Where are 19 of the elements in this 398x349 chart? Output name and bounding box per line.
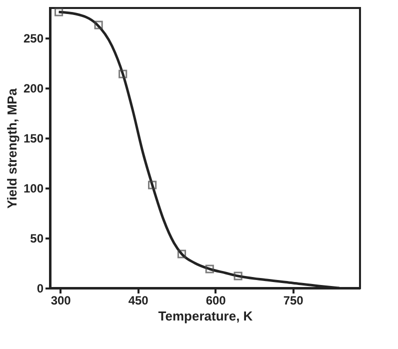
x-tick-label: 450 xyxy=(128,294,149,308)
x-tick-label: 600 xyxy=(206,294,226,308)
y-axis-title: Yield strength, MPa xyxy=(4,88,20,209)
x-tick-label: 300 xyxy=(50,294,72,308)
point xyxy=(177,250,186,258)
y-tick-label: 50 xyxy=(30,232,44,246)
y-tick-label: 250 xyxy=(23,32,44,46)
y-tick-label: 200 xyxy=(23,82,44,96)
point xyxy=(94,20,103,30)
x-tick-label: 750 xyxy=(283,294,304,308)
y-tick-label: 0 xyxy=(36,282,44,296)
point xyxy=(118,70,128,78)
y-tick-label: 100 xyxy=(23,182,44,196)
x-axis-title: Temperature, K xyxy=(158,308,254,324)
point xyxy=(54,8,64,16)
y-tick-label: 150 xyxy=(23,132,44,146)
point xyxy=(148,180,157,190)
point xyxy=(205,264,214,274)
point xyxy=(234,272,242,280)
